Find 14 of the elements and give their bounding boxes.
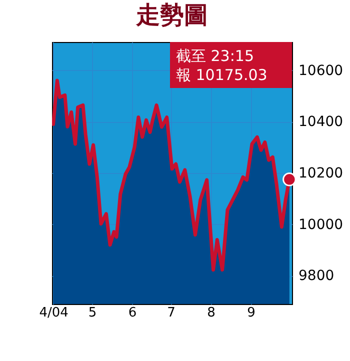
annotation: 截至 23:15 bbox=[176, 47, 254, 65]
x-tick-label: 7 bbox=[167, 306, 176, 320]
annotation: 報 10175.03 bbox=[176, 66, 268, 84]
x-tick-label: 6 bbox=[128, 306, 137, 320]
chart-title: 走勢圖 bbox=[135, 1, 208, 29]
x-tick-label: 4/04 bbox=[39, 306, 68, 320]
x-tick-label: 5 bbox=[88, 306, 97, 320]
y-tick-label: 10600 bbox=[298, 62, 344, 79]
y-tick-label: 9800 bbox=[298, 268, 334, 284]
y-tick-label: 10200 bbox=[298, 166, 344, 182]
y-tick-label: 10000 bbox=[298, 216, 344, 233]
x-tick-label: 8 bbox=[207, 306, 216, 320]
y-tick-label: 10400 bbox=[298, 114, 344, 130]
x-tick-label: 9 bbox=[247, 306, 256, 320]
